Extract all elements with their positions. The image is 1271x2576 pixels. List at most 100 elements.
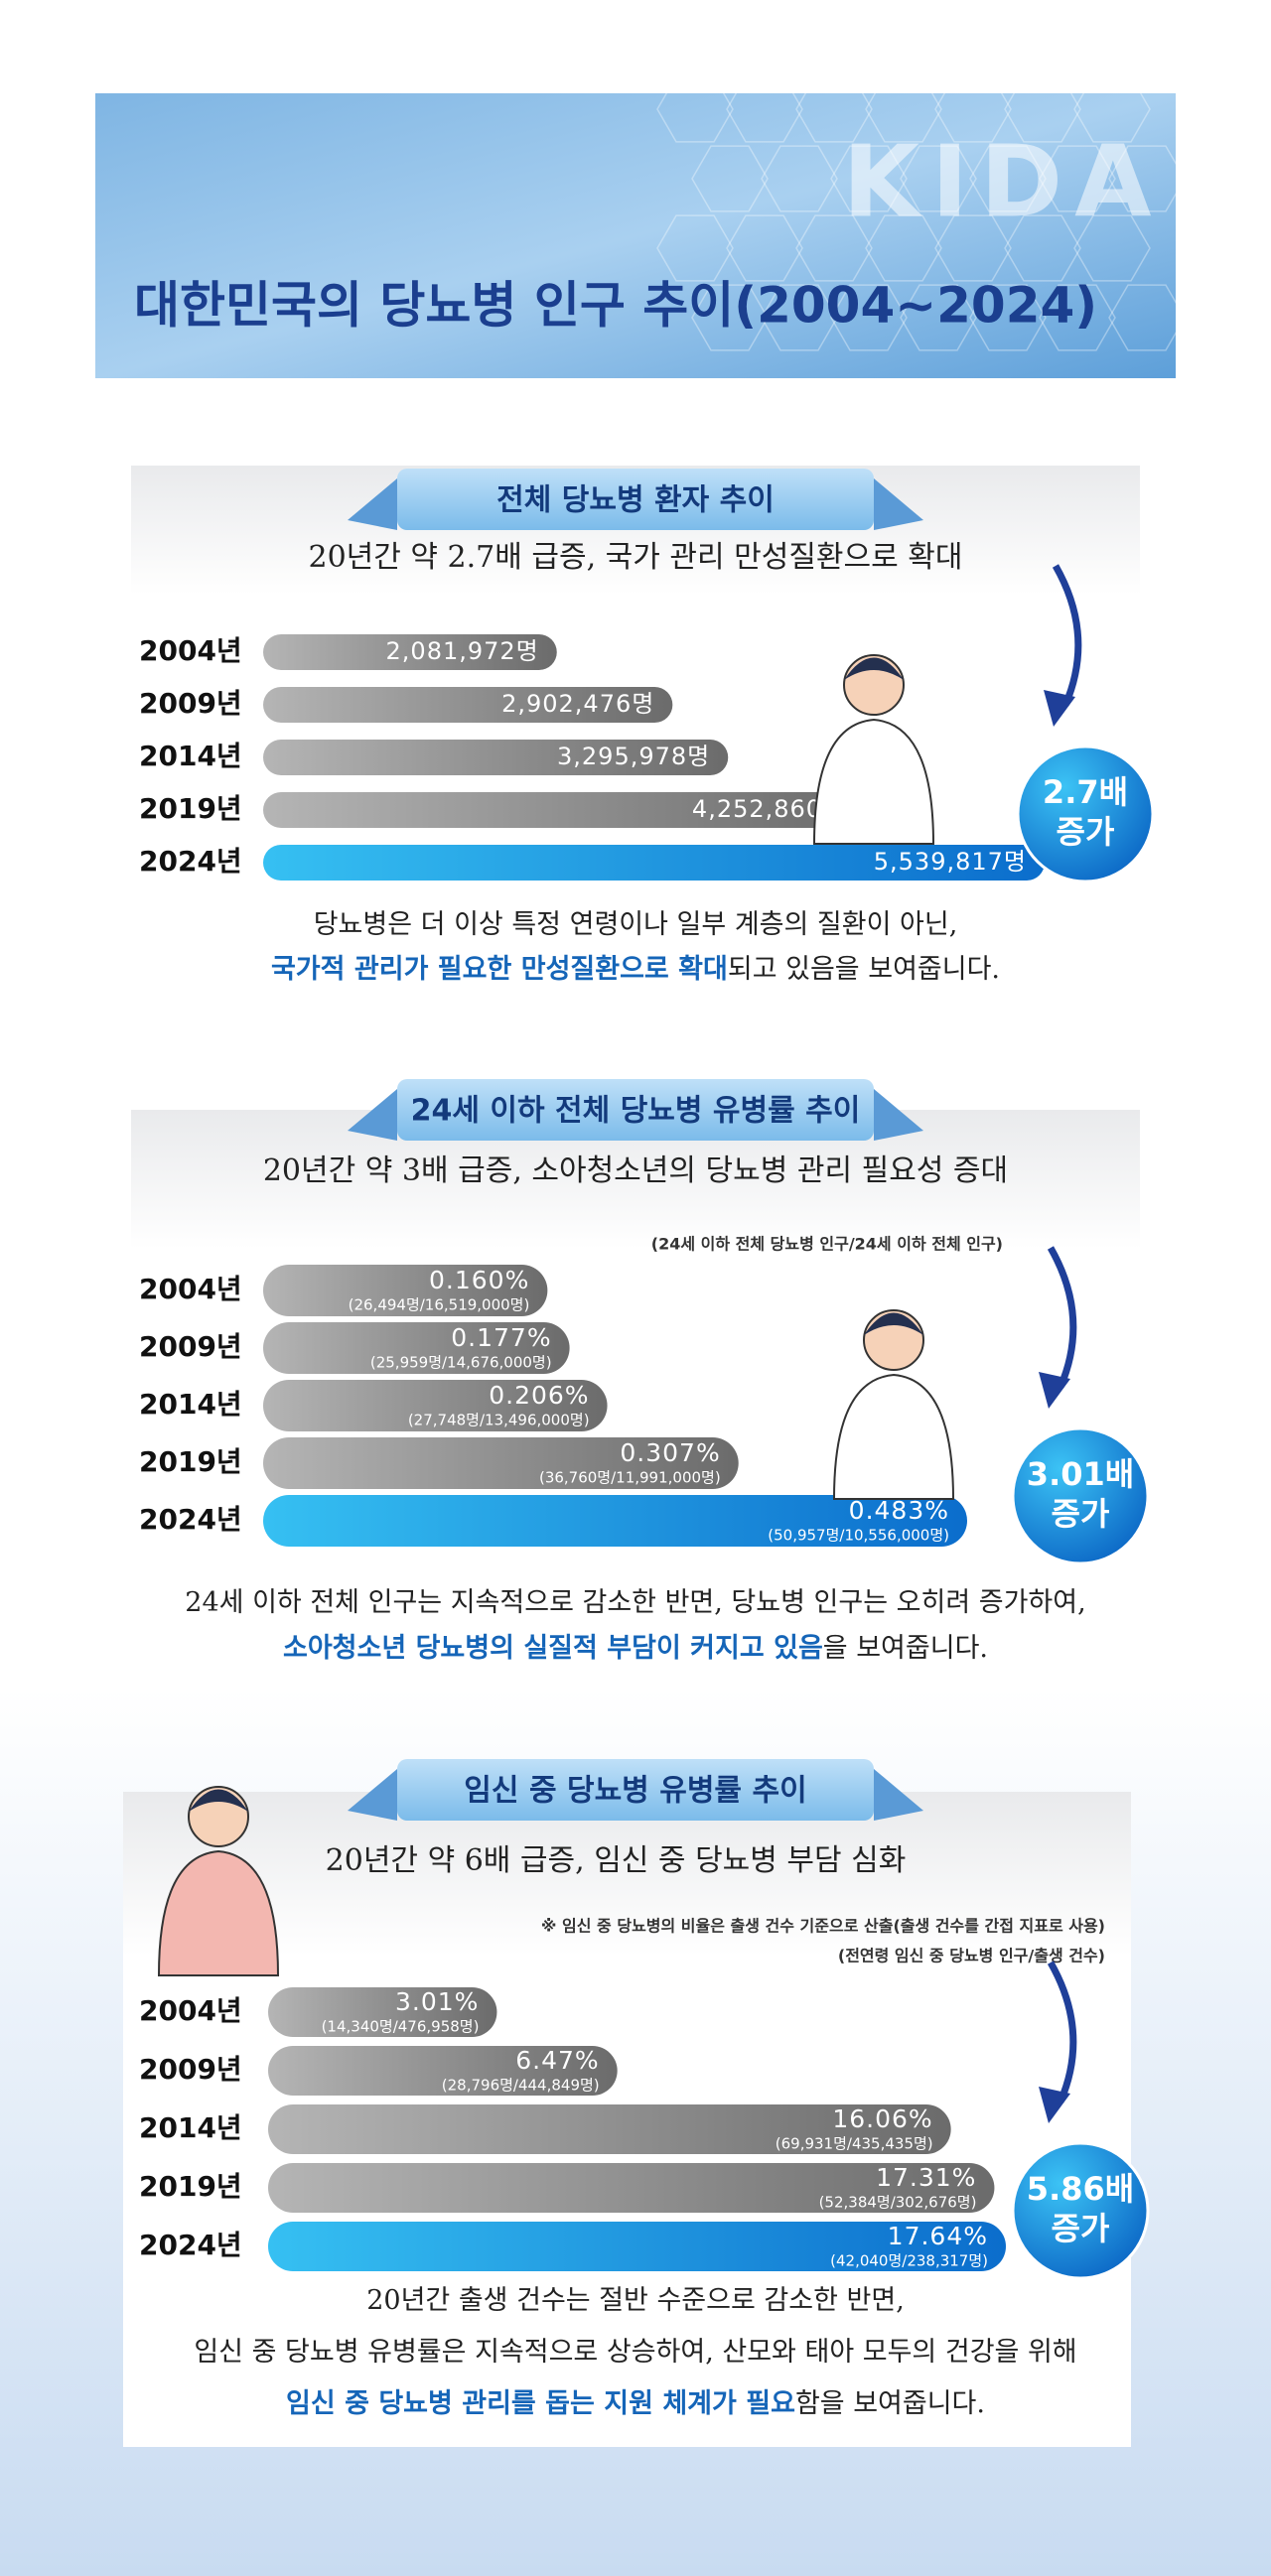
- description: 20년간 출생 건수는 절반 수준으로 감소한 반면,: [366, 2285, 905, 2316]
- detail-label: (42,040명/238,317명): [830, 2252, 988, 2270]
- year-label: 2004년: [139, 634, 242, 667]
- section-title: 임신 중 당뇨병 유병률 추이: [464, 1774, 806, 1809]
- year-label: 2014년: [139, 740, 242, 772]
- hexagon: [795, 75, 873, 143]
- ribbon: [397, 469, 874, 530]
- hexagon: [761, 284, 838, 351]
- note: ※ 임신 중 당뇨병의 비율은 출생 건수 기준으로 산출(출생 건수를 간접 …: [541, 1917, 1105, 1936]
- section-title: 24세 이하 전체 당뇨병 유병률 추이: [411, 1094, 861, 1129]
- trend-arrow: [1052, 564, 1082, 707]
- trend-arrow: [1047, 1246, 1077, 1389]
- value-label: 5,539,817명: [874, 848, 1027, 876]
- section-panel: [131, 466, 1140, 982]
- year-label: 2019년: [139, 1445, 242, 1478]
- section-subtitle: 20년간 약 6배 급증, 임신 중 당뇨병 부담 심화: [326, 1843, 907, 1878]
- badge-text: 5.86배: [1027, 2170, 1134, 2208]
- description-emphasis: 소아청소년 당뇨병의 실질적 부담이 커지고 있음: [283, 1633, 823, 1664]
- detail-label: (26,494명/16,519,000명): [349, 1296, 530, 1314]
- hexagon: [656, 75, 734, 143]
- ribbon-tail: [874, 1769, 923, 1821]
- description: 소아청소년 당뇨병의 실질적 부담이 커지고 있음을 보여줍니다.: [283, 1633, 988, 1664]
- bar: [263, 1322, 570, 1374]
- figure-body: [812, 718, 935, 845]
- figure-hair: [189, 1789, 248, 1812]
- hexagon: [1108, 284, 1186, 351]
- decorations: [656, 75, 1186, 351]
- bar: [263, 1380, 608, 1431]
- description-emphasis: 임신 중 당뇨병 관리를 돕는 지원 체계가 필요: [286, 2388, 795, 2419]
- header-banner: [95, 93, 1176, 378]
- description-text: 당뇨병은 더 이상 특정 연령이나 일부 계층의 질환이 아닌,: [314, 909, 958, 940]
- bar: [263, 1265, 548, 1316]
- value-label: 0.307%: [620, 1438, 720, 1467]
- description-text: 되고 있음을 보여줍니다.: [728, 954, 1000, 985]
- year-label: 2019년: [139, 792, 242, 825]
- badge: [1011, 1426, 1150, 1565]
- year-label: 2004년: [139, 1994, 242, 2027]
- figure-hair: [864, 1312, 923, 1335]
- value-label: 0.483%: [849, 1496, 949, 1525]
- hexagon: [1004, 75, 1081, 143]
- detail-label: (50,957명/10,556,000명): [768, 1527, 949, 1545]
- hexagon: [726, 75, 803, 143]
- value-label: 0.206%: [489, 1381, 589, 1410]
- description-text: 함을 보여줍니다.: [795, 2388, 985, 2419]
- description-text: 20년간 출생 건수는 절반 수준으로 감소한 반면,: [366, 2285, 905, 2316]
- description-text: 임신 중 당뇨병 유병률은 지속적으로 상승하여, 산모와 태아 모두의 건강을…: [194, 2337, 1076, 2368]
- hexagon: [691, 145, 769, 212]
- trend-arrowhead: [1039, 1372, 1070, 1409]
- detail-label: (52,384명/302,676명): [819, 2194, 977, 2212]
- year-label: 2019년: [139, 2170, 242, 2203]
- ribbon: [397, 1759, 874, 1821]
- value-label: 17.64%: [888, 2222, 988, 2250]
- bar: [268, 2163, 995, 2213]
- bar: [268, 1987, 497, 2037]
- hexagon: [1073, 214, 1151, 282]
- detail-label: (14,340명/476,958명): [322, 2018, 480, 2036]
- ribbon-tail: [348, 1769, 397, 1821]
- hexagon: [726, 214, 803, 282]
- year-label: 2004년: [139, 1273, 242, 1305]
- description: 24세 이하 전체 인구는 지속적으로 감소한 반면, 당뇨병 인구는 오히려 …: [185, 1587, 1085, 1618]
- description-emphasis: 국가적 관리가 필요한 만성질환으로 확대: [271, 954, 728, 985]
- hexagon: [1039, 284, 1116, 351]
- hexagon: [934, 214, 1012, 282]
- hexagon: [934, 75, 1012, 143]
- bar: [263, 634, 557, 670]
- value-label: 16.06%: [832, 2104, 932, 2133]
- detail-label: (36,760명/11,991,000명): [539, 1469, 721, 1487]
- bar: [263, 740, 729, 775]
- bar: [263, 1495, 967, 1547]
- hexagon: [761, 145, 838, 212]
- ribbon: [397, 1079, 874, 1141]
- description: 임신 중 당뇨병 관리를 돕는 지원 체계가 필요함을 보여줍니다.: [286, 2388, 985, 2419]
- hexagon: [1073, 75, 1151, 143]
- hexagon: [830, 145, 908, 212]
- bar: [268, 2046, 618, 2096]
- description-text: 24세 이하 전체 인구는 지속적으로 감소한 반면, 당뇨병 인구는 오히려 …: [185, 1587, 1085, 1618]
- badge-text: 증가: [1052, 2210, 1110, 2247]
- year-label: 2009년: [139, 2053, 242, 2086]
- figure-hair: [844, 657, 904, 680]
- badge-text: 증가: [1057, 813, 1115, 851]
- hexagon: [900, 145, 977, 212]
- year-label: 2024년: [139, 845, 242, 878]
- value-label: 3.01%: [395, 1987, 479, 2016]
- badge: [1016, 745, 1155, 883]
- bar: [263, 845, 1045, 881]
- bar: [263, 792, 864, 828]
- note: (24세 이하 전체 당뇨병 인구/24세 이하 전체 인구): [651, 1235, 1003, 1254]
- main-title: 대한민국의 당뇨병 인구 추이(2004~2024): [134, 277, 1097, 335]
- hexagon: [1108, 145, 1186, 212]
- description: 당뇨병은 더 이상 특정 연령이나 일부 계층의 질환이 아닌,: [314, 909, 958, 940]
- hexagon: [865, 75, 942, 143]
- detail-label: (27,748명/13,496,000명): [408, 1412, 590, 1429]
- year-label: 2024년: [139, 1503, 242, 1536]
- badge-text: 증가: [1052, 1495, 1110, 1533]
- year-label: 2009년: [139, 1330, 242, 1363]
- section-subtitle: 20년간 약 2.7배 급증, 국가 관리 만성질환으로 확대: [309, 540, 963, 575]
- badge-text: 3.01배: [1027, 1455, 1134, 1493]
- year-label: 2009년: [139, 687, 242, 720]
- hexagon: [691, 284, 769, 351]
